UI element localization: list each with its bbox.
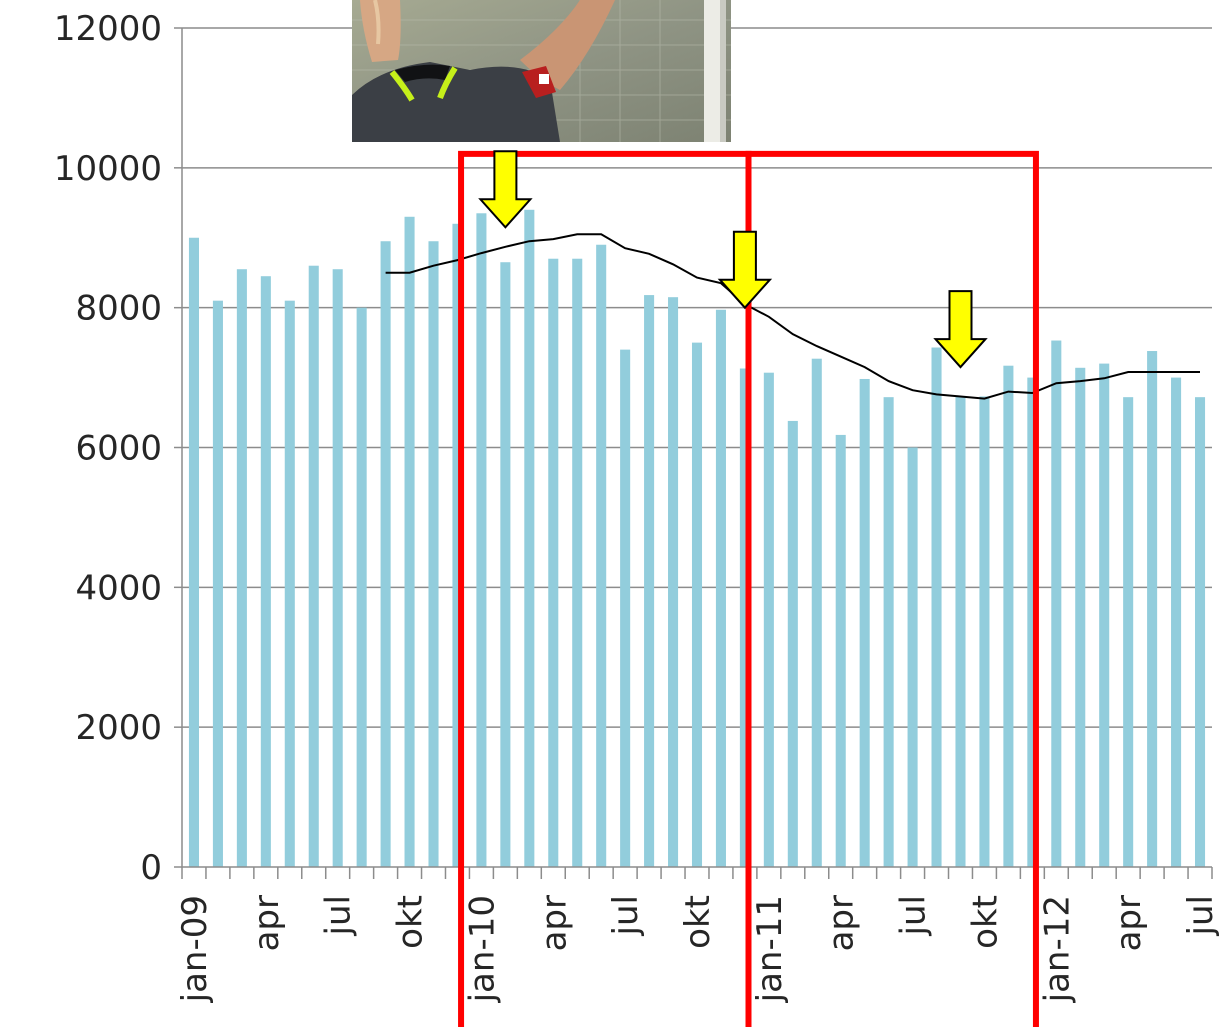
x-tick-label: apr bbox=[1109, 895, 1149, 951]
bar-okt-10 bbox=[691, 342, 703, 867]
x-tick-label: jan-12 bbox=[1037, 895, 1077, 1003]
bar-mar-10 bbox=[524, 209, 535, 868]
trend-line bbox=[385, 233, 1200, 400]
bar-jan-11 bbox=[763, 372, 774, 867]
bar-sep-11 bbox=[955, 396, 966, 867]
bar-sep-10 bbox=[668, 297, 679, 867]
bar-jan-10 bbox=[476, 213, 487, 867]
x-tick-label: okt bbox=[678, 895, 718, 949]
bar-feb-09 bbox=[212, 300, 223, 867]
bar-jun-12 bbox=[1171, 377, 1182, 867]
bar-aug-11 bbox=[931, 347, 942, 867]
x-axis: jan-09 apr jul okt jan-10 apr jul okt jan-11 apr j… bbox=[175, 866, 1221, 1003]
x-tick-label: okt bbox=[391, 895, 431, 949]
bar-okt-11 bbox=[979, 396, 990, 867]
bar-mar-11 bbox=[811, 358, 822, 867]
x-tick-label: jul bbox=[1181, 895, 1221, 936]
arrow-2 bbox=[717, 230, 773, 310]
bar-feb-10 bbox=[500, 262, 511, 867]
y-tick-label: 6000 bbox=[75, 429, 162, 469]
bar-jun-11 bbox=[883, 397, 894, 867]
y-tick-label: 4000 bbox=[75, 568, 162, 608]
x-tick-label: jul bbox=[319, 895, 359, 936]
x-tick-label: apr bbox=[822, 895, 862, 951]
bar-aug-10 bbox=[644, 295, 655, 867]
bar-maj-09 bbox=[284, 300, 295, 867]
referee-photo bbox=[352, 0, 731, 142]
y-axis: 0 2000 4000 6000 8000 10000 12000 bbox=[54, 9, 183, 888]
bar-apr-12 bbox=[1123, 397, 1134, 867]
x-tick-label: jan-11 bbox=[750, 895, 790, 1003]
bar-maj-12 bbox=[1147, 351, 1158, 867]
bar-apr-09 bbox=[260, 276, 271, 867]
highlight-boxes bbox=[458, 150, 1039, 1027]
bar-dec-10 bbox=[739, 368, 750, 867]
bar-jul-10 bbox=[620, 349, 631, 867]
x-tick-label: jan-09 bbox=[175, 895, 215, 1003]
x-tick-label: okt bbox=[965, 895, 1005, 949]
x-tick-label: jul bbox=[606, 895, 646, 936]
bar-jul-09 bbox=[332, 269, 343, 867]
bar-nov-11 bbox=[1003, 365, 1014, 867]
y-tick-label: 8000 bbox=[75, 289, 162, 329]
y-tick-label: 12000 bbox=[54, 9, 162, 49]
bar-mar-12 bbox=[1099, 363, 1110, 867]
bar-dec-09 bbox=[452, 223, 463, 867]
bar-apr-10 bbox=[548, 258, 559, 868]
bar-nov-10 bbox=[715, 309, 726, 867]
bar-jan-09 bbox=[188, 237, 200, 867]
bar-feb-12 bbox=[1075, 367, 1086, 867]
arrows bbox=[478, 150, 988, 369]
bar-aug-09 bbox=[356, 307, 367, 868]
bar-okt-09 bbox=[404, 216, 415, 867]
x-tick-label: jan-10 bbox=[462, 895, 502, 1003]
arrow-1 bbox=[478, 150, 533, 229]
bar-sep-09 bbox=[380, 241, 391, 867]
bar-nov-09 bbox=[428, 241, 439, 867]
x-tick-label: jul bbox=[894, 895, 934, 936]
bar-apr-11 bbox=[835, 434, 846, 867]
bar-jul-12 bbox=[1194, 397, 1206, 867]
bar-mar-09 bbox=[236, 269, 247, 867]
y-tick-label: 10000 bbox=[54, 149, 162, 189]
y-tick-label: 2000 bbox=[75, 708, 162, 748]
bar-dec-11 bbox=[1027, 377, 1038, 867]
bar-jul-11 bbox=[907, 447, 918, 867]
y-tick-label: 0 bbox=[140, 848, 162, 888]
bar-maj-11 bbox=[859, 378, 870, 867]
trend-line-path bbox=[385, 233, 1200, 400]
bar-jun-10 bbox=[596, 244, 607, 867]
bar-feb-11 bbox=[787, 420, 798, 867]
arrow-3 bbox=[933, 290, 988, 369]
bars bbox=[188, 209, 1206, 868]
bar-jan-12 bbox=[1051, 340, 1062, 868]
x-tick-label: apr bbox=[534, 895, 574, 951]
bar-jun-09 bbox=[308, 265, 319, 867]
highlight-box-2 bbox=[745, 150, 1039, 1027]
x-tick-label: apr bbox=[247, 895, 287, 951]
bar-maj-10 bbox=[572, 258, 583, 868]
